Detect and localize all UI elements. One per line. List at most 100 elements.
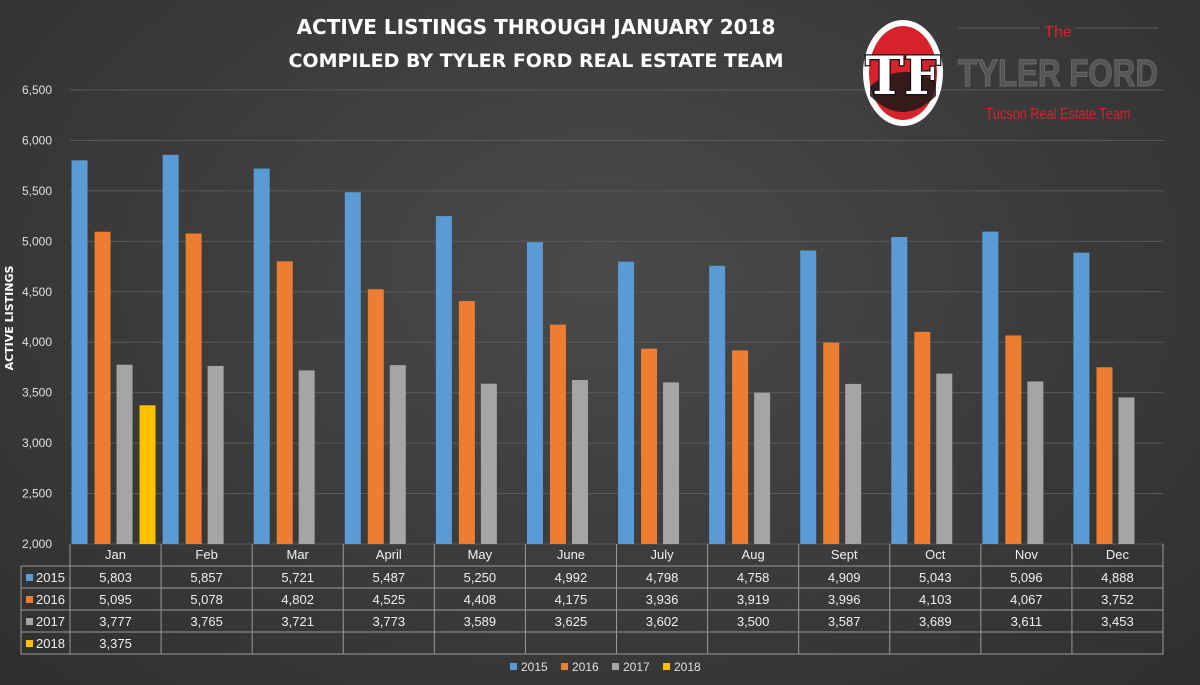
table-series-name: 2017 [36, 614, 65, 629]
table-cell: 4,909 [828, 570, 861, 585]
y-axis-ticks: 2,000 2,500 3,000 3,500 4,000 4,500 5,000 5,500… [22, 83, 52, 551]
bar-2016-mar [276, 261, 293, 544]
table-cell: 5,250 [464, 570, 497, 585]
table-cell: 3,765 [190, 614, 223, 629]
legend-key-2016 [561, 663, 568, 670]
table-cell: 5,803 [99, 570, 132, 585]
table-cell: 4,992 [555, 570, 588, 585]
table-cell: 4,408 [464, 592, 497, 607]
x-tick-label: Oct [925, 547, 946, 562]
x-tick-label: July [650, 547, 674, 562]
table-cell: 4,175 [555, 592, 588, 607]
tyler-ford-logo: TF The TYLER FORD Tucson Real Estate Tea… [863, 20, 1159, 126]
table-cell: 3,500 [737, 614, 770, 629]
bar-2016-april [367, 289, 384, 544]
bar-2015-dec [1073, 252, 1090, 545]
bar-2017-oct [936, 373, 953, 544]
bar-2016-nov [1005, 335, 1022, 544]
x-tick-label: Feb [195, 547, 217, 562]
bar-2017-mar [298, 370, 315, 544]
table-cell: 3,625 [555, 614, 588, 629]
bar-2017-sept [845, 383, 862, 544]
bar-2016-june [549, 324, 566, 544]
table-cell: 4,798 [646, 570, 679, 585]
bar-2017-may [480, 383, 497, 544]
bar-2015-nov [982, 231, 999, 544]
legend-label-2017: 2017 [623, 660, 650, 674]
x-tick-label: May [468, 547, 493, 562]
bar-2017-nov [1027, 381, 1044, 544]
y-tick-label: 5,500 [22, 184, 52, 198]
table-cell: 3,602 [646, 614, 679, 629]
legend-label-2016: 2016 [572, 660, 599, 674]
bar-2017-july [663, 382, 680, 544]
x-tick-label: Jan [105, 547, 126, 562]
y-tick-label: 4,500 [22, 285, 52, 299]
table-series-name: 2018 [36, 636, 65, 651]
bar-2016-aug [732, 350, 749, 544]
x-tick-label: Dec [1106, 547, 1130, 562]
x-tick-label: Aug [742, 547, 765, 562]
bar-2015-feb [162, 154, 179, 544]
table-cell: 3,453 [1101, 614, 1134, 629]
table-cell: 5,043 [919, 570, 952, 585]
logo-name: TYLER FORD [958, 53, 1158, 95]
bar-2015-oct [891, 236, 908, 544]
y-tick-label: 6,500 [22, 83, 52, 97]
bar-2015-mar [253, 168, 270, 544]
logo-swoosh [870, 71, 936, 112]
bar-2016-oct [914, 331, 931, 544]
table-cell: 3,777 [99, 614, 132, 629]
x-tick-label: Sept [831, 547, 858, 562]
y-tick-label: 2,500 [22, 487, 52, 501]
table-series-name: 2015 [36, 570, 65, 585]
bar-2015-april [344, 192, 361, 544]
table-cell: 3,721 [281, 614, 314, 629]
table-legend-key-2018 [26, 640, 33, 647]
table-cell: 4,802 [281, 592, 314, 607]
table-legend-key-2015 [26, 574, 33, 581]
table-cell: 5,721 [281, 570, 314, 585]
bar-2016-dec [1096, 367, 1113, 544]
bar-2015-june [526, 242, 543, 544]
x-tick-label: Nov [1015, 547, 1039, 562]
bar-2015-may [435, 216, 452, 544]
legend-key-2015 [510, 663, 517, 670]
chart-title: ACTIVE LISTINGS THROUGH JANUARY 2018 [297, 15, 776, 39]
table-cell: 3,611 [1011, 614, 1043, 629]
x-tick-label: April [376, 547, 402, 562]
bar-2017-dec [1118, 397, 1135, 544]
y-tick-label: 6,000 [22, 133, 52, 147]
legend-label-2018: 2018 [674, 660, 701, 674]
legend-key-2018 [663, 663, 670, 670]
table-cell: 4,103 [919, 592, 952, 607]
bar-2015-jan [71, 160, 88, 544]
table-legend-key-2017 [26, 618, 33, 625]
y-axis-label: ACTIVE LISTINGS [3, 266, 16, 371]
bar-2015-july [618, 261, 635, 544]
table-cell: 5,857 [190, 570, 223, 585]
bar-2017-jan [116, 364, 133, 544]
legend-label-2015: 2015 [521, 660, 548, 674]
table-cell: 5,095 [99, 592, 132, 607]
bar-2017-feb [207, 365, 224, 544]
table-cell: 3,689 [919, 614, 952, 629]
x-tick-label: June [557, 547, 585, 562]
table-cell: 5,096 [1010, 570, 1043, 585]
table-cell: 3,773 [373, 614, 406, 629]
logo-monogram: TF [865, 46, 941, 107]
bar-2016-may [458, 301, 475, 544]
bar-2016-jan [94, 231, 111, 544]
table-cell: 3,375 [99, 636, 132, 651]
bar-2016-sept [823, 342, 840, 544]
table-cell: 3,996 [828, 592, 861, 607]
table-cell: 3,587 [828, 614, 861, 629]
table-cell: 3,589 [464, 614, 497, 629]
bar-2016-july [641, 348, 658, 544]
y-tick-label: 2,000 [22, 537, 52, 551]
y-tick-label: 3,000 [22, 436, 52, 450]
y-tick-label: 5,000 [22, 234, 52, 248]
bar-2017-june [571, 380, 588, 544]
table-cell: 4,067 [1010, 592, 1043, 607]
